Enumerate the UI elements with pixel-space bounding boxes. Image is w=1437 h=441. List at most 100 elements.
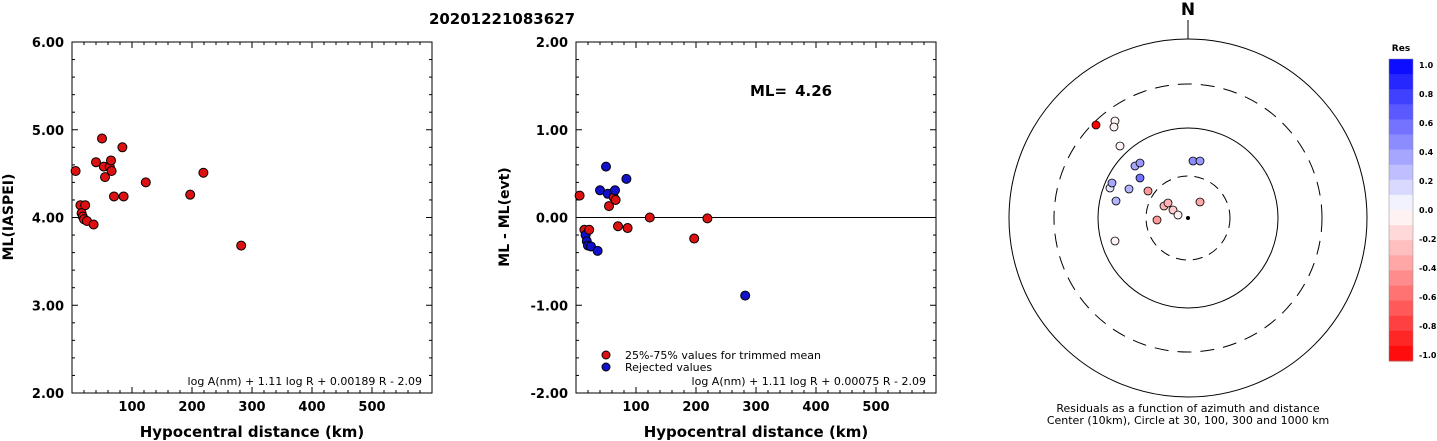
x-tick-label: 100 (118, 400, 145, 415)
event-title: 20201221083627 (429, 10, 575, 28)
residual-point-rejected (601, 161, 611, 172)
y-tick-label: -1.00 (531, 299, 568, 314)
plot1-xlabel: Hypocentral distance (km) (140, 423, 365, 441)
colorbar-tick-label: -1.0 (1419, 351, 1437, 360)
residual-point-used (689, 233, 700, 244)
plot2-y-tick-labels: -2.00 -1.00 0.00 1.00 2.00 (531, 36, 568, 402)
ml-point (198, 167, 209, 178)
station-residual-point (1152, 215, 1162, 225)
station-residual-point (1135, 158, 1145, 168)
ring-300km (1053, 83, 1323, 353)
colorbar-cell (1389, 285, 1413, 302)
station-residual-point (1173, 210, 1183, 220)
station-residual-point (1091, 120, 1101, 130)
colorbar-tick-label: 0.4 (1419, 148, 1434, 157)
ring-100km (1097, 127, 1279, 309)
colorbar-cell (1389, 315, 1413, 332)
x-tick-label: 200 (682, 400, 709, 415)
ml-point (70, 165, 81, 176)
plot2-x-tick-labels: 100 200 300 400 500 (622, 400, 889, 415)
residual-point-used (702, 213, 713, 224)
ml-point (100, 172, 110, 183)
colorbar-cell (1389, 300, 1413, 317)
colorbar-cell (1389, 104, 1413, 120)
colorbar-cells (1389, 59, 1413, 362)
colorbar-tick-label: 1.0 (1419, 61, 1434, 70)
residual-colorbar: Res 1.0 0.8 0.6 0.4 0.2 0.0 -0.2 -0.4 -0.6 -0.8 -1… (1388, 44, 1437, 362)
y-tick-label: 2.00 (32, 387, 64, 402)
colorbar-cell (1389, 89, 1413, 105)
colorbar-tick-label: 0.6 (1419, 119, 1434, 128)
colorbar-cell (1389, 179, 1413, 196)
station-residual-point (1109, 122, 1119, 132)
station-residual-point (1135, 173, 1145, 183)
ml-point (109, 191, 119, 202)
residual-point-used (604, 201, 614, 212)
colorbar-cell (1389, 255, 1413, 271)
residual-point-rejected (740, 290, 751, 301)
plot2-ylabel: ML - ML(evt) (497, 167, 513, 266)
y-tick-label: 0.00 (536, 212, 568, 227)
station-residual-point (1111, 196, 1121, 206)
ml-point (185, 189, 196, 200)
ml-point (88, 219, 99, 230)
ring-30km (1145, 175, 1231, 261)
ml-point (140, 177, 151, 188)
polar-station-points (1091, 116, 1205, 246)
y-tick-label: 3.00 (32, 299, 64, 314)
ml-point (106, 155, 116, 166)
residual-point-rejected (610, 185, 620, 196)
colorbar-title: Res (1392, 44, 1410, 54)
ml-summary: ML= 4.26 (750, 82, 832, 100)
plot1-frame (71, 41, 433, 394)
panel-polar-residuals: N Residuals as a function of azimuth and… (1008, 0, 1368, 427)
x-tick-label: 400 (298, 400, 325, 415)
x-tick-label: 500 (358, 400, 385, 415)
ml-summary-value: 4.26 (795, 82, 832, 100)
ml-point (117, 142, 128, 153)
colorbar-tick-label: 0.8 (1419, 90, 1434, 99)
residual-point-used (584, 224, 595, 235)
residual-point-rejected (621, 173, 632, 184)
station-residual-point (1110, 236, 1120, 246)
colorbar-tick-label: -0.4 (1419, 264, 1437, 273)
plot2-legend: 25%-75% values for trimmed mean Rejected… (601, 349, 821, 374)
ml-summary-label: ML= (750, 82, 787, 100)
residual-point-used (622, 223, 633, 234)
colorbar-tick-label: 0.2 (1419, 177, 1433, 186)
station-residual-point (1124, 184, 1134, 194)
colorbar-tick-label: -0.2 (1419, 235, 1437, 244)
plot2-xlabel: Hypocentral distance (km) (644, 423, 869, 441)
y-tick-label: 1.00 (536, 124, 568, 139)
colorbar-cell (1389, 194, 1413, 211)
station-residual-point (1195, 156, 1205, 166)
colorbar-cell (1389, 210, 1413, 226)
colorbar-frame (1388, 58, 1414, 362)
panel-residual-vs-distance: -2.00 -1.00 0.00 1.00 2.00 100 200 300 400 500 M… (497, 36, 937, 441)
residual-point-used (644, 212, 655, 223)
colorbar-cell (1389, 74, 1413, 90)
x-tick-label: 300 (742, 400, 769, 415)
legend-label-used: 25%-75% values for trimmed mean (625, 349, 821, 362)
plot2-formula: log A(nm) + 1.11 log R + 0.00075 R - 2.0… (692, 375, 926, 388)
x-tick-label: 500 (862, 400, 889, 415)
ml-point (97, 133, 107, 144)
plot1-x-tick-labels: 100 200 300 400 500 (118, 400, 385, 415)
plot1-formula: log A(nm) + 1.11 log R + 0.00189 R - 2.0… (188, 375, 422, 388)
y-tick-label: 5.00 (32, 124, 64, 139)
colorbar-cell (1389, 330, 1413, 347)
y-tick-label: 4.00 (32, 212, 64, 227)
legend-marker-used (601, 350, 611, 360)
station-residual-point (1163, 198, 1173, 208)
north-label: N (1181, 0, 1195, 20)
colorbar-cell (1389, 134, 1413, 151)
colorbar-cell (1389, 345, 1413, 362)
colorbar-cell (1389, 164, 1413, 181)
ml-point (236, 240, 247, 251)
plot1-axis-ticks (72, 41, 432, 394)
ml-point (80, 200, 91, 211)
colorbar-tick-label: -0.6 (1419, 293, 1437, 302)
station-residual-point (1107, 178, 1117, 188)
polar-caption-line1: Residuals as a function of azimuth and d… (1056, 402, 1319, 415)
